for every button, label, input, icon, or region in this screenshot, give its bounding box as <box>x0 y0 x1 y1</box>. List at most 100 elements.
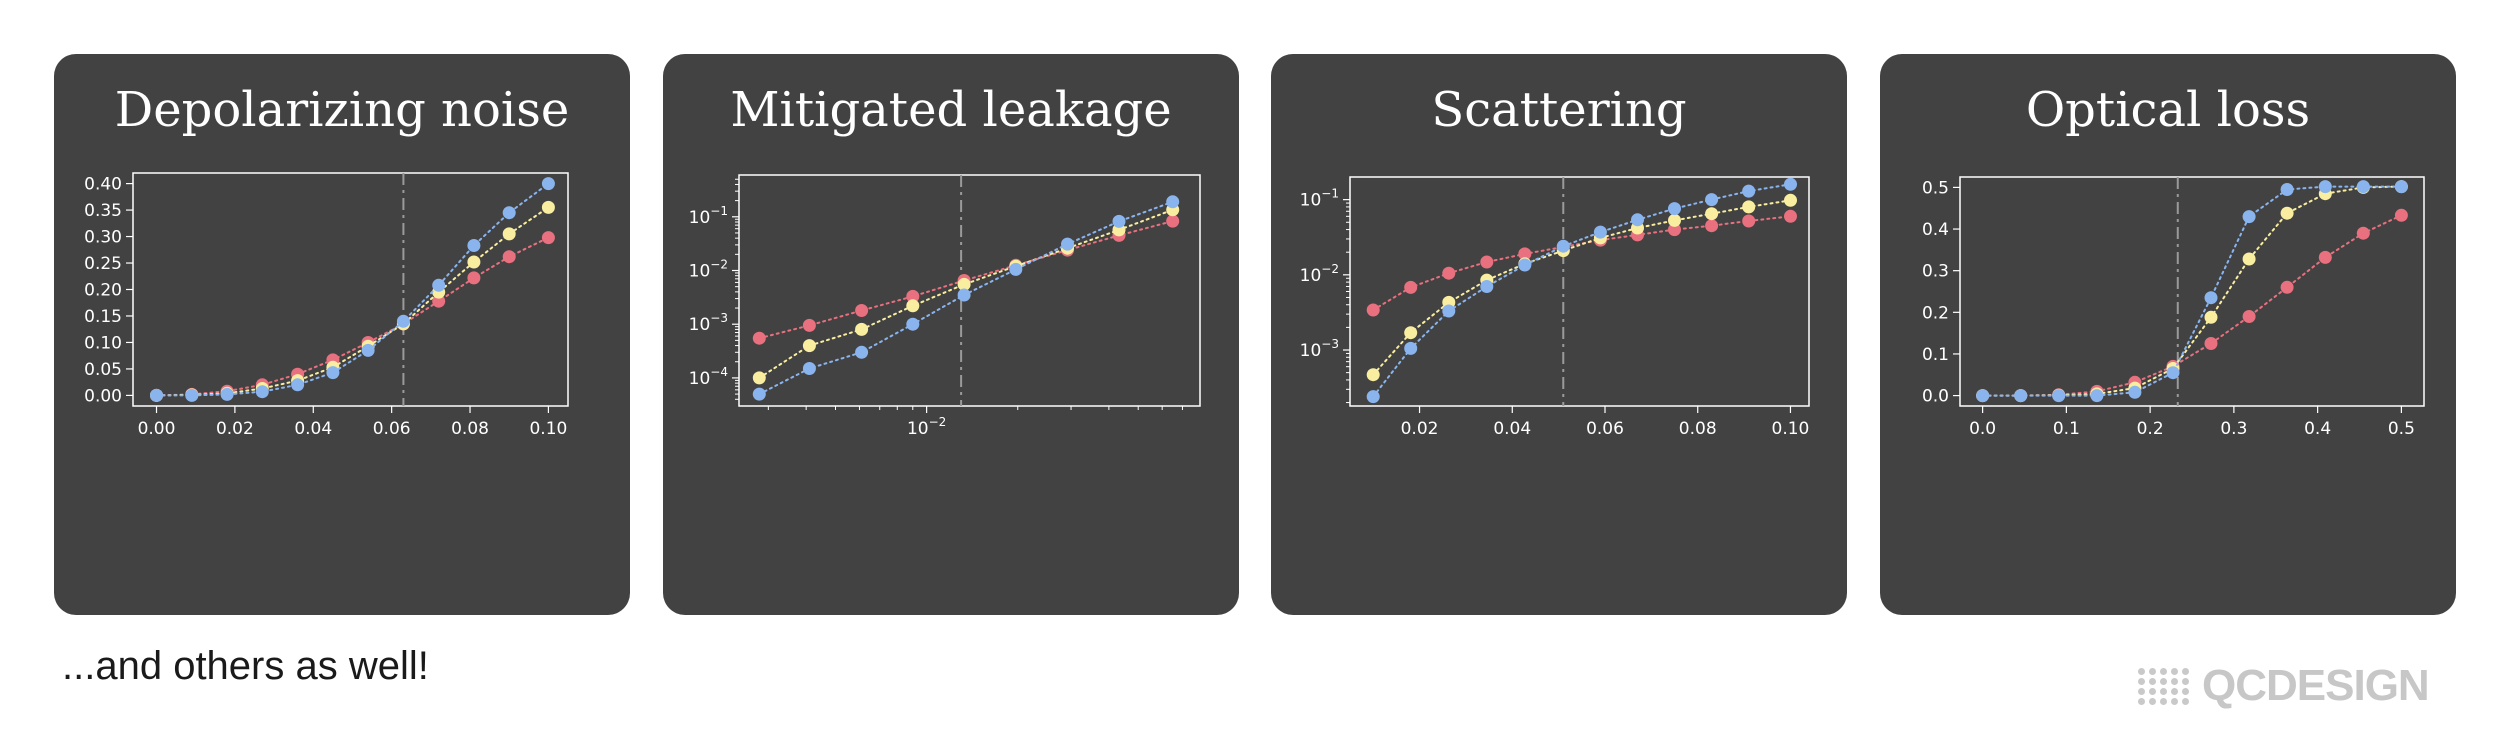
data-point <box>2280 206 2294 220</box>
y-tick-label: 0.5 <box>1922 178 1949 198</box>
data-point <box>1784 177 1797 191</box>
chart-title: Depolarizing noise <box>114 82 570 138</box>
y-tick-label: 0.4 <box>1922 220 1949 240</box>
series-line <box>155 182 550 397</box>
data-point <box>1593 225 1607 239</box>
data-point <box>291 378 305 392</box>
x-tick-label: 0.06 <box>373 419 411 439</box>
chart-title: Mitigated leakage <box>730 82 1172 138</box>
data-point <box>1480 280 1494 293</box>
y-tick-label: 10−2 <box>689 258 728 282</box>
data-point <box>185 388 199 402</box>
data-point <box>1742 200 1756 214</box>
data-point <box>1404 280 1418 294</box>
data-point <box>1404 326 1418 340</box>
data-point <box>2242 210 2256 224</box>
data-point <box>752 387 766 401</box>
x-tick-label: 0.06 <box>1586 419 1624 439</box>
data-point <box>1404 341 1418 355</box>
data-point <box>1668 213 1681 227</box>
x-tick-label: 0.0 <box>1969 419 1996 439</box>
footer-text: ...and others as well! <box>62 644 429 688</box>
chart-plot-optical-loss: 0.0 0.1 0.2 0.3 0.4 0.5 0.0 0.1 0.2 0.3 0.4 0.5 <box>1922 176 2425 439</box>
data-point <box>855 322 869 336</box>
y-tick-label: 0.15 <box>84 307 122 327</box>
data-point <box>255 385 269 399</box>
data-point <box>502 250 516 264</box>
data-point <box>1705 193 1719 207</box>
chart-card-depolarizing: Depolarizing noise 0.00 0.02 0.04 0.06 0.08 0… <box>54 54 630 615</box>
data-point <box>1976 389 1990 403</box>
data-point <box>855 345 869 359</box>
data-point <box>1366 390 1380 404</box>
data-point <box>1668 223 1681 237</box>
y-tick-label: 10−3 <box>689 311 728 335</box>
data-point <box>502 227 516 241</box>
qcdesign-logo: QCDESIGN <box>2138 657 2450 715</box>
plot-frame <box>1349 176 1810 407</box>
data-point <box>2242 252 2256 266</box>
data-point <box>802 318 816 332</box>
data-point <box>1366 368 1380 382</box>
chart-title: Scattering <box>1431 82 1687 138</box>
data-point <box>2280 280 2294 294</box>
data-point <box>1061 237 1074 251</box>
data-point <box>467 271 481 285</box>
data-point <box>1166 195 1180 209</box>
y-tick-label: 0.00 <box>84 386 122 406</box>
x-tick-label: 10−2 <box>907 415 946 439</box>
y-tick-label: 0.30 <box>84 228 122 248</box>
data-point <box>361 343 375 357</box>
y-tick-label: 0.20 <box>84 281 122 301</box>
data-point <box>1518 258 1532 272</box>
data-point <box>326 366 340 380</box>
x-tick-label: 0.02 <box>216 419 254 439</box>
x-tick-label: 0.5 <box>2388 419 2415 439</box>
y-tick-label: 0.25 <box>84 254 122 274</box>
x-tick-label: 0.1 <box>2053 419 2080 439</box>
data-point <box>802 339 816 353</box>
data-point <box>906 289 920 303</box>
chart-card-optical-loss: Optical loss 0.0 0.1 0.2 0.3 0.4 0.5 0.0 0.1 0.2… <box>1880 54 2456 615</box>
y-tick-label: 10−3 <box>1300 337 1339 361</box>
data-point <box>2318 250 2332 264</box>
data-point <box>2204 310 2218 324</box>
chart-card-scattering: Scattering 0.02 0.04 0.06 0.08 0.10 10−3 10−2 1… <box>1271 54 1847 615</box>
series-line <box>1981 214 2403 397</box>
data-point <box>752 371 766 385</box>
data-point <box>802 362 816 375</box>
y-tick-label: 0.05 <box>84 360 122 380</box>
data-point <box>2356 226 2370 240</box>
data-point <box>752 331 766 345</box>
logo-text: QCDESIGN <box>2202 661 2430 710</box>
data-point <box>150 388 163 402</box>
y-tick-label: 0.0 <box>1922 387 1949 407</box>
data-point <box>1631 213 1644 227</box>
logo-dots-icon <box>2138 667 2190 705</box>
data-point <box>906 299 920 313</box>
plot-frame <box>132 172 569 407</box>
series-line <box>155 206 550 397</box>
y-tick-label: 10−4 <box>689 365 728 389</box>
data-point <box>2242 310 2256 323</box>
x-tick-label: 0.10 <box>1772 419 1810 439</box>
x-tick-label: 0.4 <box>2304 419 2331 439</box>
data-point <box>2052 389 2066 403</box>
x-tick-label: 0.04 <box>294 419 332 439</box>
data-point <box>957 277 971 291</box>
data-point <box>1480 255 1494 269</box>
data-point <box>1556 239 1570 253</box>
data-point <box>220 387 234 401</box>
chart-plot-depolarizing: 0.00 0.02 0.04 0.06 0.08 0.10 0.00 0.05 0.10 0.15… <box>84 172 569 439</box>
x-tick-label: 0.2 <box>2137 419 2164 439</box>
data-point <box>2356 180 2370 194</box>
data-point <box>1442 304 1456 318</box>
data-point <box>1366 303 1380 317</box>
data-point <box>1784 209 1797 223</box>
y-tick-label: 0.35 <box>84 201 122 221</box>
x-tick-label: 0.10 <box>529 419 567 439</box>
chart-title: Optical loss <box>2025 82 2311 138</box>
data-point <box>1009 262 1023 276</box>
y-tick-label: 0.10 <box>84 333 122 353</box>
chart-card-mitigated-leakage: Mitigated leakage 10−2 10−4 10−3 10−2 10−1 <box>663 54 1239 615</box>
